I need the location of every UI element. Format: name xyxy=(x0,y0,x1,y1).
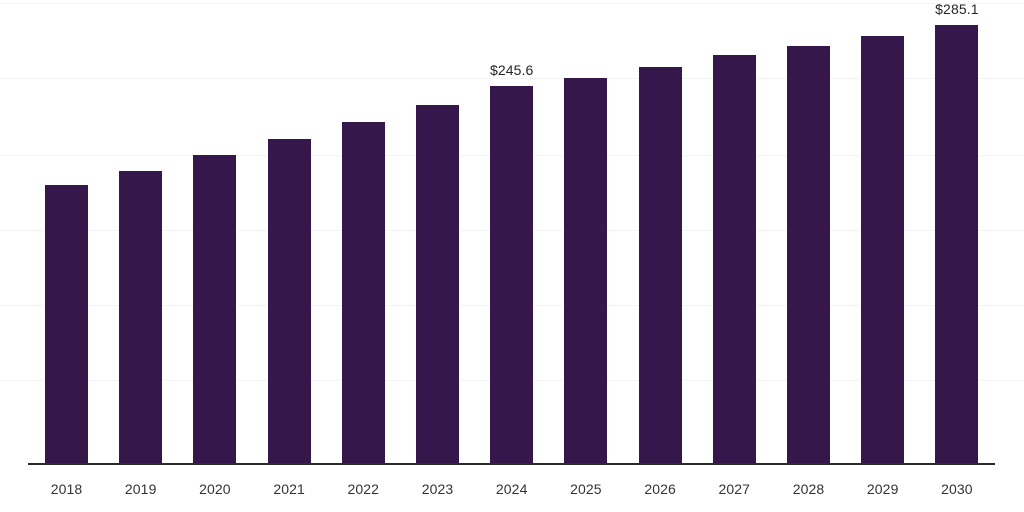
x-label-2029: 2029 xyxy=(866,481,899,497)
bar-2029[interactable] xyxy=(861,35,905,464)
x-label-2030: 2030 xyxy=(941,481,973,497)
x-label-2027: 2027 xyxy=(718,481,751,497)
bar-2027[interactable] xyxy=(712,55,756,464)
bar-2025[interactable] xyxy=(564,77,608,464)
plot-area xyxy=(0,3,1024,464)
bar-2030[interactable] xyxy=(935,25,979,464)
bar-2021[interactable] xyxy=(267,139,311,464)
x-label-2025: 2025 xyxy=(570,481,602,497)
data-label-2030: $285.1 xyxy=(935,1,979,17)
bar-2019[interactable] xyxy=(119,171,163,464)
gridline-1 xyxy=(0,78,1024,79)
bar-2020[interactable] xyxy=(193,155,237,464)
x-label-2022: 2022 xyxy=(347,481,380,497)
x-label-2021: 2021 xyxy=(273,481,305,497)
x-label-2018: 2018 xyxy=(50,481,83,497)
data-label-2024: $245.6 xyxy=(489,62,534,78)
x-axis-line xyxy=(28,463,995,465)
bar-2026[interactable] xyxy=(638,67,682,464)
bar-2024[interactable] xyxy=(490,86,534,464)
x-label-2023: 2023 xyxy=(421,481,454,497)
bar-2022[interactable] xyxy=(341,122,385,464)
x-label-2028: 2028 xyxy=(792,481,825,497)
x-label-2026: 2026 xyxy=(644,481,676,497)
gridline-0 xyxy=(0,3,1024,4)
bar-2028[interactable] xyxy=(787,46,830,464)
bar-2023[interactable] xyxy=(416,105,459,464)
x-label-2020: 2020 xyxy=(199,481,231,497)
x-label-2019: 2019 xyxy=(124,481,157,497)
x-label-2024: 2024 xyxy=(495,481,528,497)
bar-2018[interactable] xyxy=(45,185,88,464)
